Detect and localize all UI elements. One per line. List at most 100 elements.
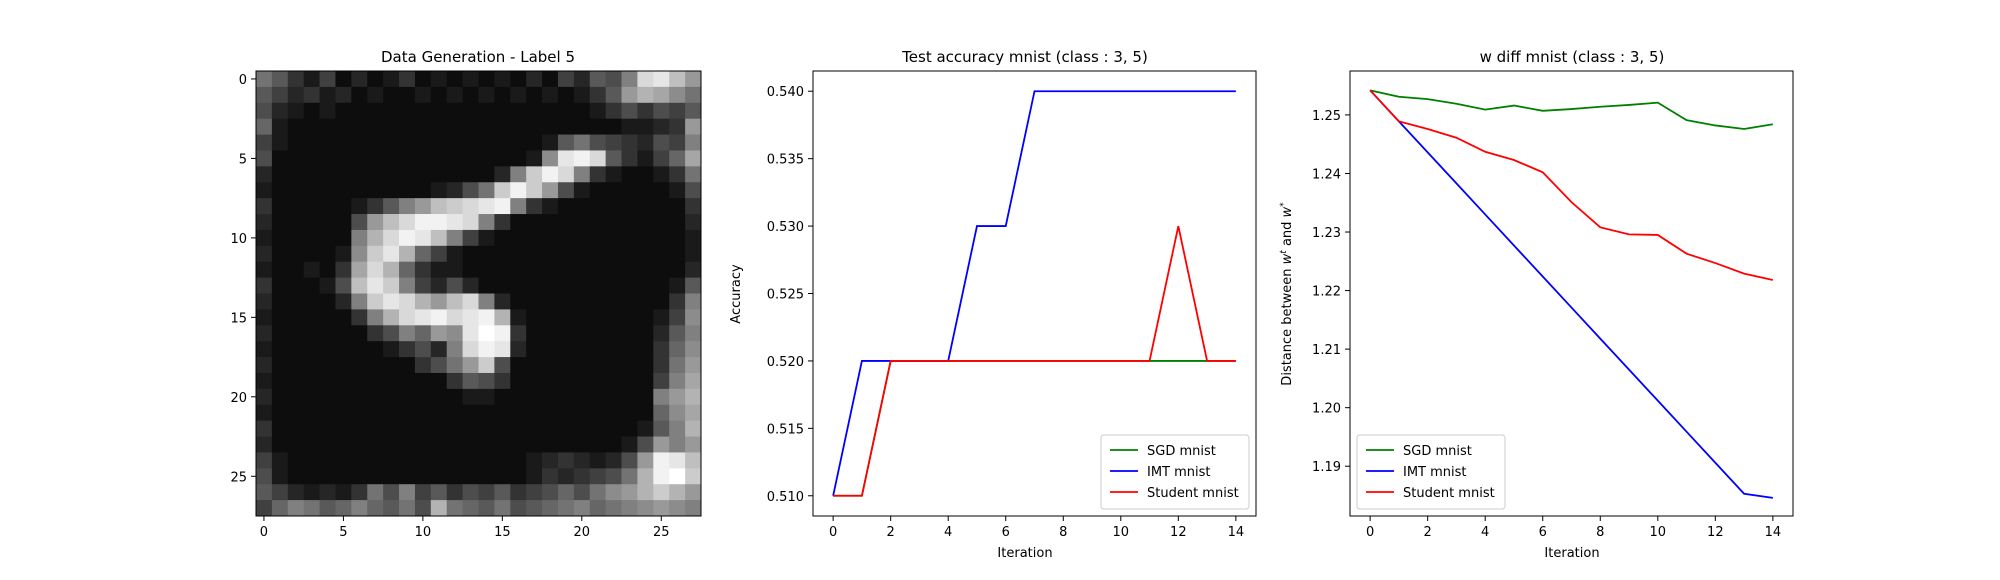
image-pixel <box>430 388 448 406</box>
image-pixel <box>462 484 479 501</box>
image-pixel <box>685 229 702 247</box>
image-pixel <box>478 86 495 104</box>
x-tick-label: 14 <box>1765 525 1782 540</box>
image-pixel <box>542 261 559 278</box>
image-pixel <box>685 245 702 263</box>
image-pixel <box>351 325 368 342</box>
image-pixel <box>637 404 654 422</box>
legend-box <box>1356 434 1506 510</box>
y-tick-label: 1.23 <box>1312 226 1341 241</box>
image-pixel <box>605 436 622 453</box>
image-pixel <box>542 245 559 263</box>
image-frame <box>255 70 702 517</box>
legend-box <box>1100 434 1250 510</box>
image-pixel <box>367 198 384 215</box>
image-pixel <box>494 452 511 469</box>
image-pixel <box>271 182 289 199</box>
accuracy-y-label: Accuracy <box>729 264 744 324</box>
image-pixel <box>319 500 336 517</box>
image-pixel <box>621 134 638 151</box>
x-tick-label: 8 <box>1059 525 1067 540</box>
image-pixel <box>557 357 575 374</box>
image-pixel <box>605 150 622 167</box>
image-pixel <box>494 293 511 310</box>
image-pixel <box>494 388 511 406</box>
image-pixel <box>414 245 432 263</box>
image-pixel <box>589 388 607 406</box>
image-pixel <box>510 325 527 342</box>
legend-label: IMT mnist <box>1403 465 1467 480</box>
image-pixel <box>271 452 289 469</box>
image-pixel <box>605 325 622 342</box>
image-pixel <box>271 420 289 437</box>
image-pixel <box>351 309 368 326</box>
image-pixel <box>510 293 527 310</box>
image-pixel <box>526 102 543 120</box>
image-pixel <box>430 198 448 215</box>
image-pixel <box>367 150 384 167</box>
image-pixel <box>621 71 638 88</box>
image-pixel <box>462 357 479 374</box>
image-pixel <box>335 150 352 167</box>
image-pixel <box>414 325 432 342</box>
image-pixel <box>383 420 400 437</box>
accuracy-title: Test accuracy mnist (class : 3, 5) <box>901 48 1148 66</box>
image-pixel <box>256 500 273 517</box>
image-pixel <box>271 309 289 326</box>
image-pixel <box>637 500 654 517</box>
y-tick-label: 0.510 <box>767 490 804 505</box>
image-pixel <box>589 261 607 278</box>
image-pixel <box>446 404 463 422</box>
image-pixel <box>605 388 622 406</box>
image-pixel <box>494 229 511 247</box>
image-pixel <box>557 436 575 453</box>
image-pixel <box>526 261 543 278</box>
image-pixel <box>494 71 511 88</box>
image-pixel <box>446 261 463 278</box>
image-pixel <box>669 86 686 104</box>
image-pixel <box>557 500 575 517</box>
image-y-tick-label: 20 <box>230 391 247 406</box>
image-pixel <box>621 150 638 167</box>
image-pixel <box>351 182 368 199</box>
image-pixel <box>478 198 495 215</box>
image-pixel <box>430 229 448 247</box>
image-pixel <box>637 118 654 135</box>
image-pixel <box>542 198 559 215</box>
image-pixel <box>685 420 702 437</box>
image-pixel <box>573 134 591 151</box>
image-pixel <box>605 198 622 215</box>
image-pixel <box>573 452 591 469</box>
image-pixel <box>494 134 511 151</box>
image-pixel <box>430 293 448 310</box>
image-pixel <box>589 198 607 215</box>
image-pixel <box>494 468 511 485</box>
image-pixel <box>653 293 670 310</box>
image-pixel <box>303 102 320 120</box>
image-pixel <box>526 198 543 215</box>
image-pixel <box>685 388 702 406</box>
image-pixel <box>256 452 273 469</box>
image-pixel <box>478 309 495 326</box>
image-pixel <box>653 309 670 326</box>
image-pixel <box>351 500 368 517</box>
image-pixel <box>685 404 702 422</box>
image-pixel <box>335 102 352 120</box>
image-pixel <box>256 293 273 310</box>
image-pixel <box>319 484 336 501</box>
image-pixel <box>335 277 352 294</box>
image-pixel <box>446 484 463 501</box>
image-pixel <box>653 118 670 135</box>
image-pixel <box>605 166 622 183</box>
y-tick-label: 1.20 <box>1312 402 1341 417</box>
image-pixel <box>557 118 575 135</box>
image-pixel <box>653 182 670 199</box>
image-pixel <box>494 277 511 294</box>
wdiff-title: w diff mnist (class : 3, 5) <box>1480 48 1665 66</box>
series-line <box>1369 89 1774 281</box>
image-pixel <box>589 436 607 453</box>
image-pixel <box>462 277 479 294</box>
image-pixel <box>271 293 289 310</box>
image-pixel <box>367 277 384 294</box>
x-tick-label: 0 <box>829 525 837 540</box>
